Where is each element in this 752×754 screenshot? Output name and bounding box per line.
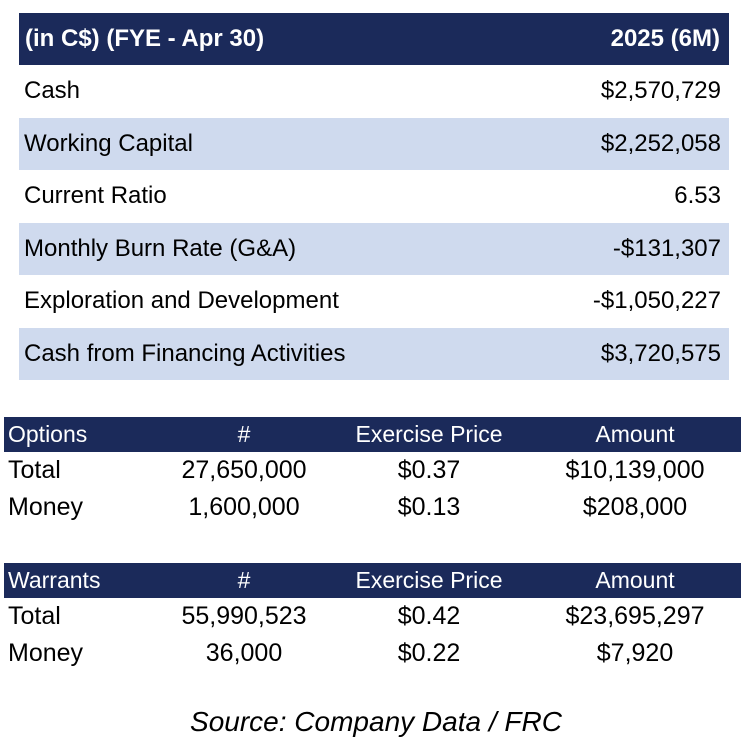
summary-header-period: 2025 (6M) — [610, 25, 720, 52]
cell-price: $0.22 — [397, 639, 461, 667]
cell-price: $0.13 — [397, 493, 461, 521]
summary-header-row: (in C$) (FYE - Apr 30) 2025 (6M) — [19, 13, 729, 65]
cell-count: 27,650,000 — [181, 456, 307, 484]
warrants-header-row: Warrants # Exercise Price Amount — [4, 563, 741, 598]
row-label: Exploration and Development — [24, 287, 339, 315]
cell-count: 55,990,523 — [181, 602, 307, 630]
row-value: -$1,050,227 — [592, 287, 721, 315]
row-label: Current Ratio — [24, 182, 167, 210]
cell-amount: $10,139,000 — [565, 456, 705, 484]
row-value: $2,570,729 — [600, 77, 721, 105]
warrants-header-title: Warrants — [8, 567, 101, 593]
options-table: Options # Exercise Price Amount Total 27… — [4, 417, 741, 526]
cell-count: 36,000 — [205, 639, 283, 667]
row-label: Cash from Financing Activities — [24, 339, 346, 367]
options-header-count: # — [237, 421, 251, 447]
options-header-title: Options — [8, 421, 88, 447]
row-value: 6.53 — [674, 182, 721, 210]
cell-label: Money — [8, 639, 84, 667]
options-header-amount: Amount — [595, 421, 675, 447]
row-value: -$131,307 — [612, 234, 721, 262]
cell-amount: $23,695,297 — [565, 602, 705, 630]
cell-label: Total — [8, 602, 61, 630]
source-caption: Source: Company Data / FRC — [190, 706, 562, 737]
cell-amount: $208,000 — [582, 493, 688, 521]
cell-price: $0.37 — [397, 456, 461, 484]
table-row: Total 55,990,523 $0.42 $23,695,297 — [4, 598, 741, 635]
row-label: Cash — [24, 77, 81, 105]
summary-row-cash: Cash $2,570,729 — [19, 65, 729, 118]
table-row: Total 27,650,000 $0.37 $10,139,000 — [4, 452, 741, 489]
table-row: Money 1,600,000 $0.13 $208,000 — [4, 489, 741, 526]
summary-row-burn-rate: Monthly Burn Rate (G&A) -$131,307 — [19, 222, 729, 275]
row-value: $3,720,575 — [600, 339, 721, 367]
warrants-header-count: # — [237, 567, 251, 593]
summary-row-financing: Cash from Financing Activities $3,720,57… — [19, 327, 729, 380]
financial-summary-table: (in C$) (FYE - Apr 30) 2025 (6M) Cash $2… — [19, 13, 729, 380]
summary-row-exploration: Exploration and Development -$1,050,227 — [19, 275, 729, 328]
warrants-table: Warrants # Exercise Price Amount Total 5… — [4, 563, 741, 672]
options-header-price: Exercise Price — [355, 421, 503, 447]
row-value: $2,252,058 — [600, 129, 721, 157]
warrants-header-amount: Amount — [595, 567, 675, 593]
row-label: Working Capital — [24, 129, 193, 157]
cell-label: Money — [8, 493, 84, 521]
row-label: Monthly Burn Rate (G&A) — [24, 234, 297, 262]
summary-row-current-ratio: Current Ratio 6.53 — [19, 170, 729, 223]
warrants-header-price: Exercise Price — [355, 567, 503, 593]
table-row: Money 36,000 $0.22 $7,920 — [4, 635, 741, 672]
cell-amount: $7,920 — [596, 639, 674, 667]
options-header-row: Options # Exercise Price Amount — [4, 417, 741, 452]
cell-label: Total — [8, 456, 61, 484]
cell-price: $0.42 — [397, 602, 461, 630]
summary-header-label: (in C$) (FYE - Apr 30) — [25, 25, 265, 52]
cell-count: 1,600,000 — [188, 493, 300, 521]
summary-row-working-capital: Working Capital $2,252,058 — [19, 117, 729, 170]
